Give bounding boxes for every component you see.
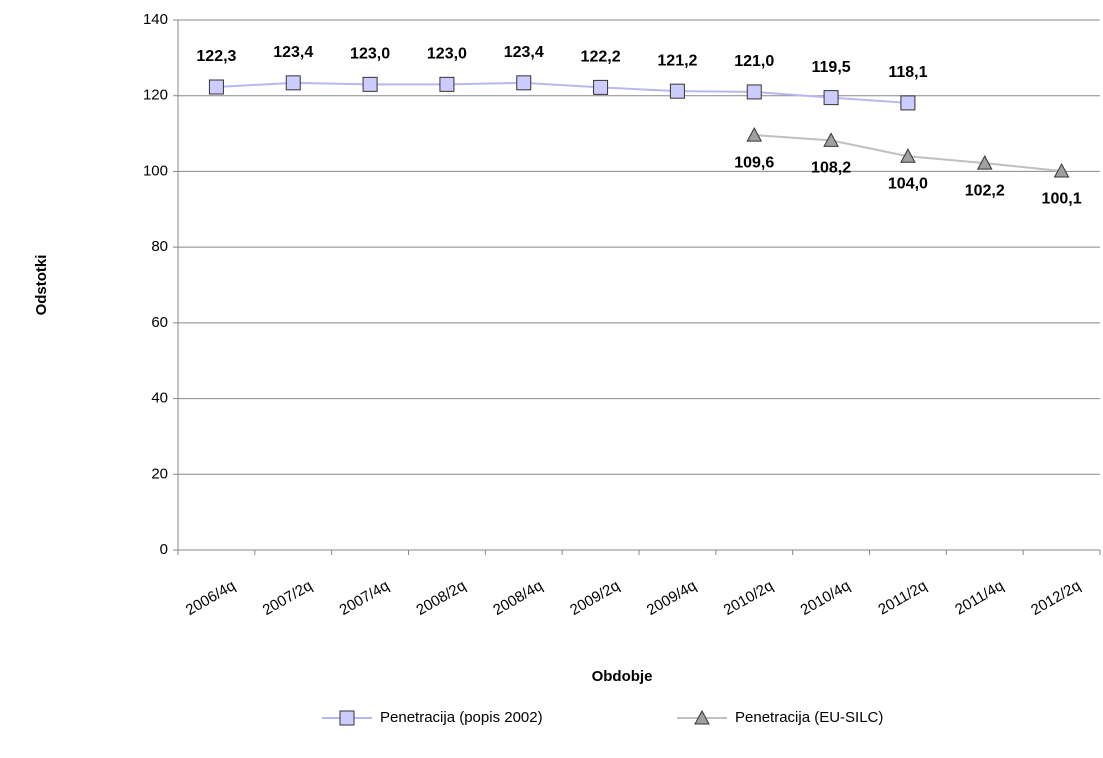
point (362, 76, 378, 92)
point (439, 76, 455, 92)
point (823, 90, 839, 106)
value-label: 108,2 (811, 160, 851, 177)
x-tick-label: 2010/4q (798, 577, 853, 619)
value-label: 100,1 (1042, 190, 1082, 207)
y-tick-label: 140 (143, 11, 168, 28)
point (823, 132, 839, 147)
value-label: 104,0 (888, 176, 928, 193)
point (516, 75, 532, 91)
point (746, 84, 762, 100)
y-tick-label: 20 (151, 465, 168, 482)
value-label: 118,1 (888, 64, 927, 81)
value-label: 123,0 (427, 46, 467, 63)
value-label: 122,3 (196, 48, 236, 65)
y-axis-label: Odstotki (33, 255, 50, 316)
point (669, 83, 685, 99)
x-tick-label: 2010/2q (721, 577, 776, 619)
y-tick-label: 120 (143, 87, 168, 104)
point (976, 155, 993, 170)
value-label: 123,4 (273, 44, 313, 61)
value-label: 102,2 (965, 182, 1005, 199)
x-tick-label: 2006/4q (183, 577, 238, 619)
point (593, 79, 609, 95)
y-tick-label: 100 (143, 162, 168, 179)
y-tick-label: 80 (151, 238, 168, 255)
value-label: 119,5 (812, 59, 851, 76)
point (900, 95, 916, 111)
point (285, 75, 301, 91)
legend-marker (339, 710, 355, 726)
x-tick-label: 2011/4q (952, 577, 1006, 618)
value-label: 122,2 (581, 49, 621, 66)
x-tick-label: 2007/4q (337, 577, 392, 619)
value-label: 121,2 (657, 52, 697, 69)
value-label: 121,0 (734, 53, 774, 70)
x-tick-label: 2009/2q (567, 577, 622, 619)
x-tick-label: 2012/2q (1028, 577, 1083, 619)
value-label: 123,0 (350, 46, 390, 63)
point (1053, 162, 1070, 178)
legend-label: Penetracija (EU-SILC) (735, 709, 883, 726)
series-line (216, 81, 908, 104)
x-tick-label: 2011/2q (875, 577, 929, 618)
y-tick-label: 0 (160, 541, 168, 558)
y-tick-label: 40 (151, 390, 168, 407)
x-tick-label: 2008/2q (413, 577, 468, 619)
x-tick-label: 2009/4q (644, 577, 699, 619)
point (208, 79, 224, 95)
legend-marker (694, 709, 710, 725)
legend-label: Penetracija (popis 2002) (380, 709, 543, 726)
x-tick-label: 2008/4q (490, 577, 545, 619)
x-tick-label: 2007/2q (260, 577, 315, 619)
point (746, 127, 763, 142)
value-label: 109,6 (734, 154, 774, 171)
point (900, 148, 916, 163)
y-tick-label: 60 (151, 314, 168, 331)
value-label: 123,4 (504, 44, 544, 61)
x-axis-label: Obdobje (592, 668, 653, 685)
